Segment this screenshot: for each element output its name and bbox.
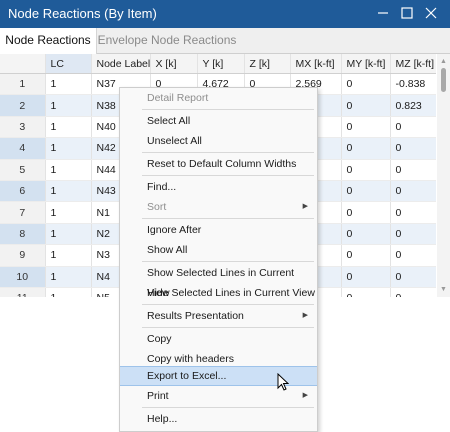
menu-item-copy-with-headers[interactable]: Copy with headers: [147, 353, 234, 365]
row-header[interactable]: 4: [0, 137, 46, 160]
table-cell[interactable]: 0: [390, 266, 436, 288]
menu-item-help[interactable]: Help...: [147, 413, 178, 425]
context-menu: Detail Report Select All Unselect All Re…: [119, 87, 318, 432]
table-cell[interactable]: 0: [341, 223, 391, 246]
table-cell[interactable]: 1: [45, 287, 92, 297]
menu-separator: [142, 175, 314, 176]
table-cell[interactable]: 0: [390, 244, 436, 267]
table-cell[interactable]: -0.838: [390, 73, 436, 96]
row-header[interactable]: 6: [0, 180, 46, 203]
menu-separator: [142, 152, 314, 153]
column-header[interactable]: Node Label: [91, 54, 151, 74]
menu-item-show-selected-lines[interactable]: Show Selected Lines in Current View: [147, 267, 295, 299]
scroll-down-icon[interactable]: ▼: [440, 286, 447, 293]
menu-separator: [142, 109, 314, 110]
column-header[interactable]: LC: [45, 54, 92, 74]
menu-item-detail-report: Detail Report: [147, 92, 209, 104]
menu-separator: [142, 407, 314, 408]
column-header[interactable]: MY [k-ft]: [341, 54, 391, 74]
row-header[interactable]: 7: [0, 201, 46, 224]
row-header[interactable]: 1: [0, 73, 46, 96]
window-title: Node Reactions (By Item): [8, 6, 157, 21]
table-cell[interactable]: 1: [45, 223, 92, 246]
row-header[interactable]: 11: [0, 287, 46, 297]
row-header[interactable]: 9: [0, 244, 46, 267]
row-header[interactable]: 8: [0, 223, 46, 246]
column-header[interactable]: MX [k-ft]: [290, 54, 342, 74]
menu-separator: [142, 261, 314, 262]
table-cell[interactable]: 0: [390, 137, 436, 160]
menu-item-results-presentation[interactable]: Results Presentation ▶: [120, 306, 317, 326]
table-cell[interactable]: 0: [341, 201, 391, 224]
menu-separator: [142, 218, 314, 219]
tab-envelope-node-reactions[interactable]: Envelope Node Reactions: [97, 33, 237, 47]
scroll-up-icon[interactable]: ▲: [440, 58, 447, 65]
table-cell[interactable]: 0: [390, 180, 436, 203]
menu-item-ignore-after[interactable]: Ignore After: [147, 224, 202, 236]
menu-item-unselect-all[interactable]: Unselect All: [147, 135, 202, 147]
menu-item-copy[interactable]: Copy: [147, 333, 172, 345]
table-cell[interactable]: 1: [45, 73, 92, 96]
table-cell[interactable]: 0: [341, 116, 391, 139]
table-cell[interactable]: 0: [390, 116, 436, 139]
table-cell[interactable]: 0: [341, 159, 391, 181]
tab-strip: Node Reactions Envelope Node Reactions: [0, 28, 450, 54]
table-cell[interactable]: 1: [45, 201, 92, 224]
table-cell[interactable]: 0: [390, 201, 436, 224]
maximize-icon[interactable]: [397, 3, 417, 23]
table-cell[interactable]: 1: [45, 116, 92, 139]
table-cell[interactable]: 1: [45, 137, 92, 160]
menu-item-show-all[interactable]: Show All: [147, 244, 188, 256]
table-cell[interactable]: 0.823: [390, 94, 436, 117]
table-cell[interactable]: 0: [341, 266, 391, 288]
menu-item-print[interactable]: Print ▶: [120, 386, 317, 406]
table-cell[interactable]: 1: [45, 244, 92, 267]
submenu-arrow-icon: ▶: [302, 392, 308, 399]
title-bar[interactable]: Node Reactions (By Item): [0, 0, 450, 28]
submenu-arrow-icon: ▶: [302, 203, 308, 210]
menu-item-find[interactable]: Find...: [147, 181, 177, 193]
table-cell[interactable]: 0: [341, 244, 391, 267]
submenu-arrow-icon: ▶: [302, 312, 308, 319]
table-cell[interactable]: 0: [341, 180, 391, 203]
minimize-icon[interactable]: [373, 3, 393, 23]
menu-separator: [142, 327, 314, 328]
table-cell[interactable]: 0: [390, 287, 436, 297]
table-cell[interactable]: 1: [45, 180, 92, 203]
scroll-thumb[interactable]: [441, 68, 446, 92]
column-header[interactable]: X [k]: [150, 54, 198, 74]
menu-item-sort: Sort ▶: [120, 197, 317, 217]
table-cell[interactable]: 0: [341, 94, 391, 117]
table-cell[interactable]: 0: [390, 159, 436, 181]
column-header[interactable]: Z [k]: [244, 54, 291, 74]
table-cell[interactable]: 0: [341, 137, 391, 160]
column-header[interactable]: MZ [k-ft]: [390, 54, 436, 74]
table-cell[interactable]: 1: [45, 159, 92, 181]
mouse-pointer-icon: [277, 372, 290, 394]
menu-separator: [142, 304, 314, 305]
menu-item-hide-selected-lines[interactable]: Hide Selected Lines in Current View: [147, 287, 315, 299]
row-header[interactable]: 5: [0, 159, 46, 181]
menu-item-reset-column-widths[interactable]: Reset to Default Column Widths: [147, 158, 297, 170]
vertical-scrollbar[interactable]: ▲ ▼: [437, 54, 450, 297]
menu-item-export-to-excel[interactable]: Export to Excel...: [120, 366, 317, 386]
table-cell[interactable]: 1: [45, 94, 92, 117]
menu-item-select-all[interactable]: Select All: [147, 115, 191, 127]
table-cell[interactable]: 0: [390, 223, 436, 246]
corner-cell[interactable]: [0, 54, 46, 74]
tab-node-reactions[interactable]: Node Reactions: [0, 28, 97, 54]
column-header[interactable]: Y [k]: [197, 54, 245, 74]
close-icon[interactable]: [421, 3, 441, 23]
header-row: LC Node Label X [k] Y [k] Z [k] MX [k-ft…: [0, 54, 436, 74]
table-cell[interactable]: 1: [45, 266, 92, 288]
table-cell[interactable]: 0: [341, 287, 391, 297]
row-header[interactable]: 2: [0, 94, 46, 117]
table-cell[interactable]: 0: [341, 73, 391, 96]
row-header[interactable]: 10: [0, 266, 46, 288]
row-header[interactable]: 3: [0, 116, 46, 139]
